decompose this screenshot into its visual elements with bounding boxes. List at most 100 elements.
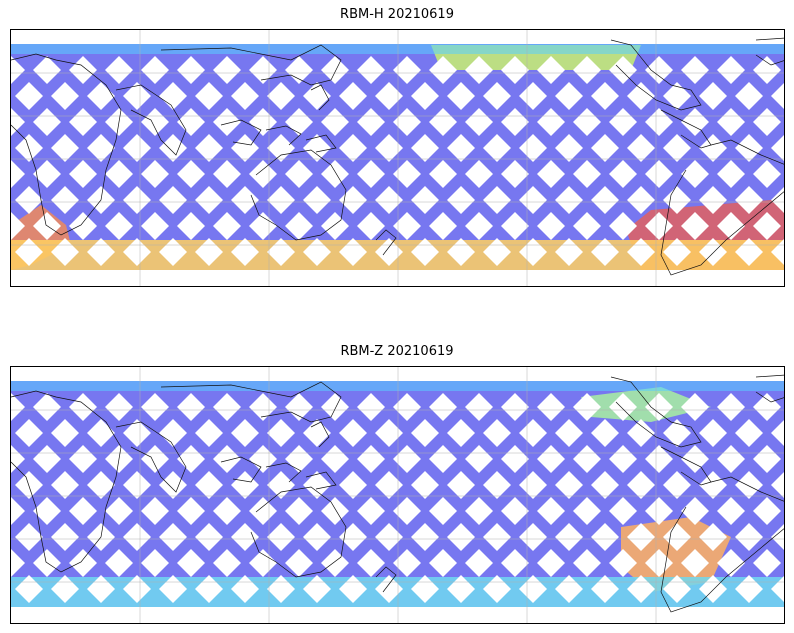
swath-gap: [681, 160, 709, 188]
swath-gap: [15, 186, 43, 214]
swath-gap: [195, 134, 223, 162]
swath-gap: [771, 472, 784, 498]
swath-gap: [537, 56, 565, 84]
swath-gap: [375, 471, 403, 499]
swath-gap: [429, 56, 457, 84]
coastline: [610, 376, 702, 448]
coastline: [610, 39, 702, 111]
swath-gap: [663, 134, 691, 162]
swath-gap: [465, 160, 493, 188]
swath-gap: [393, 393, 421, 421]
coastline: [755, 374, 784, 403]
swath-gap: [465, 56, 493, 84]
swath-gap: [231, 471, 259, 499]
swath-gap: [717, 445, 745, 473]
swath-gap: [33, 108, 61, 136]
swath-gap: [393, 108, 421, 136]
swath-gap: [141, 549, 169, 577]
swath-gap: [33, 445, 61, 473]
swath-gap: [303, 419, 331, 447]
swath-gap: [11, 160, 25, 188]
swath-gap: [51, 134, 79, 162]
swath-gap: [447, 134, 475, 162]
swath-gap: [375, 134, 403, 162]
swath-gap: [141, 56, 169, 84]
swath-gap: [357, 549, 385, 577]
swath-gap: [609, 445, 637, 473]
swath-gap: [555, 186, 583, 214]
swath-gap: [11, 445, 25, 473]
swath-gap: [69, 212, 97, 240]
swath-gap: [465, 549, 493, 577]
swath-gap: [501, 497, 529, 525]
swath-gap: [285, 497, 313, 525]
swath-gap: [771, 524, 784, 550]
swath-gap: [645, 549, 673, 577]
swath-gap: [303, 471, 331, 499]
swath-gap: [681, 56, 709, 84]
swath-gap: [609, 212, 637, 240]
hotspot-north-america-band: [581, 387, 711, 422]
swath-gap: [573, 445, 601, 473]
swath-gap: [681, 393, 709, 421]
coastline: [660, 446, 712, 486]
swath-gap: [177, 445, 205, 473]
swath-gap: [537, 549, 565, 577]
swath-gap: [123, 134, 151, 162]
swath-gap: [357, 445, 385, 473]
swath-gap: [213, 212, 241, 240]
swath-gap: [123, 82, 151, 110]
swath-gap: [681, 497, 709, 525]
swath-gap: [51, 419, 79, 447]
swath-gap: [303, 523, 331, 551]
swath-gap: [573, 497, 601, 525]
swath-gap: [213, 160, 241, 188]
swath-gap: [771, 135, 784, 161]
coastline: [755, 37, 784, 66]
swath-gap: [411, 134, 439, 162]
swath-gap: [357, 160, 385, 188]
swath-gap: [771, 420, 784, 446]
swath-gap: [627, 523, 655, 551]
swath-gap: [87, 134, 115, 162]
swath-gap: [429, 160, 457, 188]
swath-gap: [321, 108, 349, 136]
swath-gap: [717, 108, 745, 136]
swath-gap: [735, 134, 763, 162]
swath-gap: [411, 82, 439, 110]
swath-gap: [753, 56, 781, 84]
swath-gap: [15, 82, 43, 110]
swath-gap: [735, 523, 763, 551]
swath-gap: [771, 187, 784, 213]
coastline: [250, 149, 347, 241]
coastline: [265, 125, 302, 146]
swath-gap: [375, 82, 403, 110]
swath-gap: [303, 82, 331, 110]
swath-gap: [627, 186, 655, 214]
swath-gap: [555, 523, 583, 551]
swath-gap: [159, 82, 187, 110]
coastline: [310, 84, 330, 111]
swath-gap: [213, 497, 241, 525]
panel-title-rbm-h: RBM-H 20210619: [340, 7, 454, 22]
swath-gap: [159, 186, 187, 214]
swath-gap: [123, 419, 151, 447]
swath-gap: [105, 393, 133, 421]
swath-gap: [159, 419, 187, 447]
swath-gap: [771, 576, 784, 602]
map-panel-rbm-z: [10, 366, 785, 624]
swath-gap: [69, 497, 97, 525]
swath-gap: [213, 56, 241, 84]
swath-gap: [681, 212, 709, 240]
swath-gap: [663, 186, 691, 214]
swath-gap: [267, 523, 295, 551]
swath-gap: [447, 419, 475, 447]
swath-gap: [699, 134, 727, 162]
swath-gap: [411, 523, 439, 551]
swath-gap: [159, 523, 187, 551]
swath-gap: [645, 497, 673, 525]
swath-gap: [11, 497, 25, 525]
swath-gap: [501, 160, 529, 188]
coastline: [660, 476, 784, 613]
swath-gap: [465, 212, 493, 240]
